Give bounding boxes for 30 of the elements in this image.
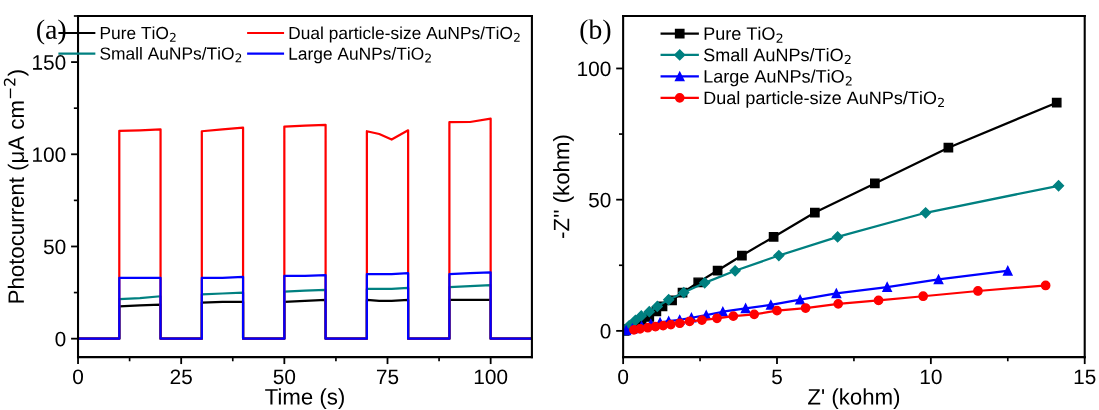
y-axis-title: Photocurrent (μA cm$^{−2}$) bbox=[3, 70, 29, 303]
x-tick-label: 25 bbox=[170, 369, 192, 385]
y-tick-label: 0 bbox=[55, 331, 66, 347]
y-tick-label: 100 bbox=[33, 147, 66, 163]
y-tick-label: 150 bbox=[33, 55, 66, 70]
x-tick-label: 15 bbox=[1074, 369, 1096, 385]
x-axis-title: Time (s) bbox=[265, 388, 344, 410]
legend-label: Small AuNPs/TiO$_{2}$ bbox=[704, 48, 851, 65]
legend-label: Large AuNPs/TiO$_{2}$ bbox=[704, 69, 852, 87]
legend-label: Dual particle-size AuNPs/TiO$_{2}$ bbox=[289, 26, 520, 43]
legend-label: Small AuNPs/TiO$_{2}$ bbox=[100, 46, 242, 63]
y-tick-label: 50 bbox=[43, 239, 66, 255]
x-tick-label: 100 bbox=[474, 369, 508, 385]
y-tick-label: 100 bbox=[578, 61, 611, 77]
y-axis-title: -Z'' (kohm) bbox=[553, 135, 574, 238]
legend-label: Pure TiO$_{2}$ bbox=[704, 26, 783, 43]
x-tick-label: 10 bbox=[920, 369, 942, 385]
x-tick-label: 50 bbox=[273, 369, 296, 385]
y-tick-label: 0 bbox=[600, 323, 611, 339]
x-axis-title: Z' (kohm) bbox=[808, 388, 900, 410]
x-tick-label: 0 bbox=[73, 369, 84, 385]
x-tick-label: 75 bbox=[376, 369, 399, 385]
text: (b) bbox=[580, 19, 611, 45]
legend-label: Large AuNPs/TiO$_{2}$ bbox=[289, 47, 431, 64]
x-tick-label: 0 bbox=[618, 369, 629, 385]
legend-label: Pure TiO$_{2}$ bbox=[100, 26, 176, 42]
legend-label: Dual particle-size AuNPs/TiO$_{2}$ bbox=[704, 91, 944, 108]
x-tick-label: 5 bbox=[772, 369, 782, 385]
text: (a) bbox=[37, 19, 66, 45]
y-tick-label: 50 bbox=[588, 192, 611, 208]
